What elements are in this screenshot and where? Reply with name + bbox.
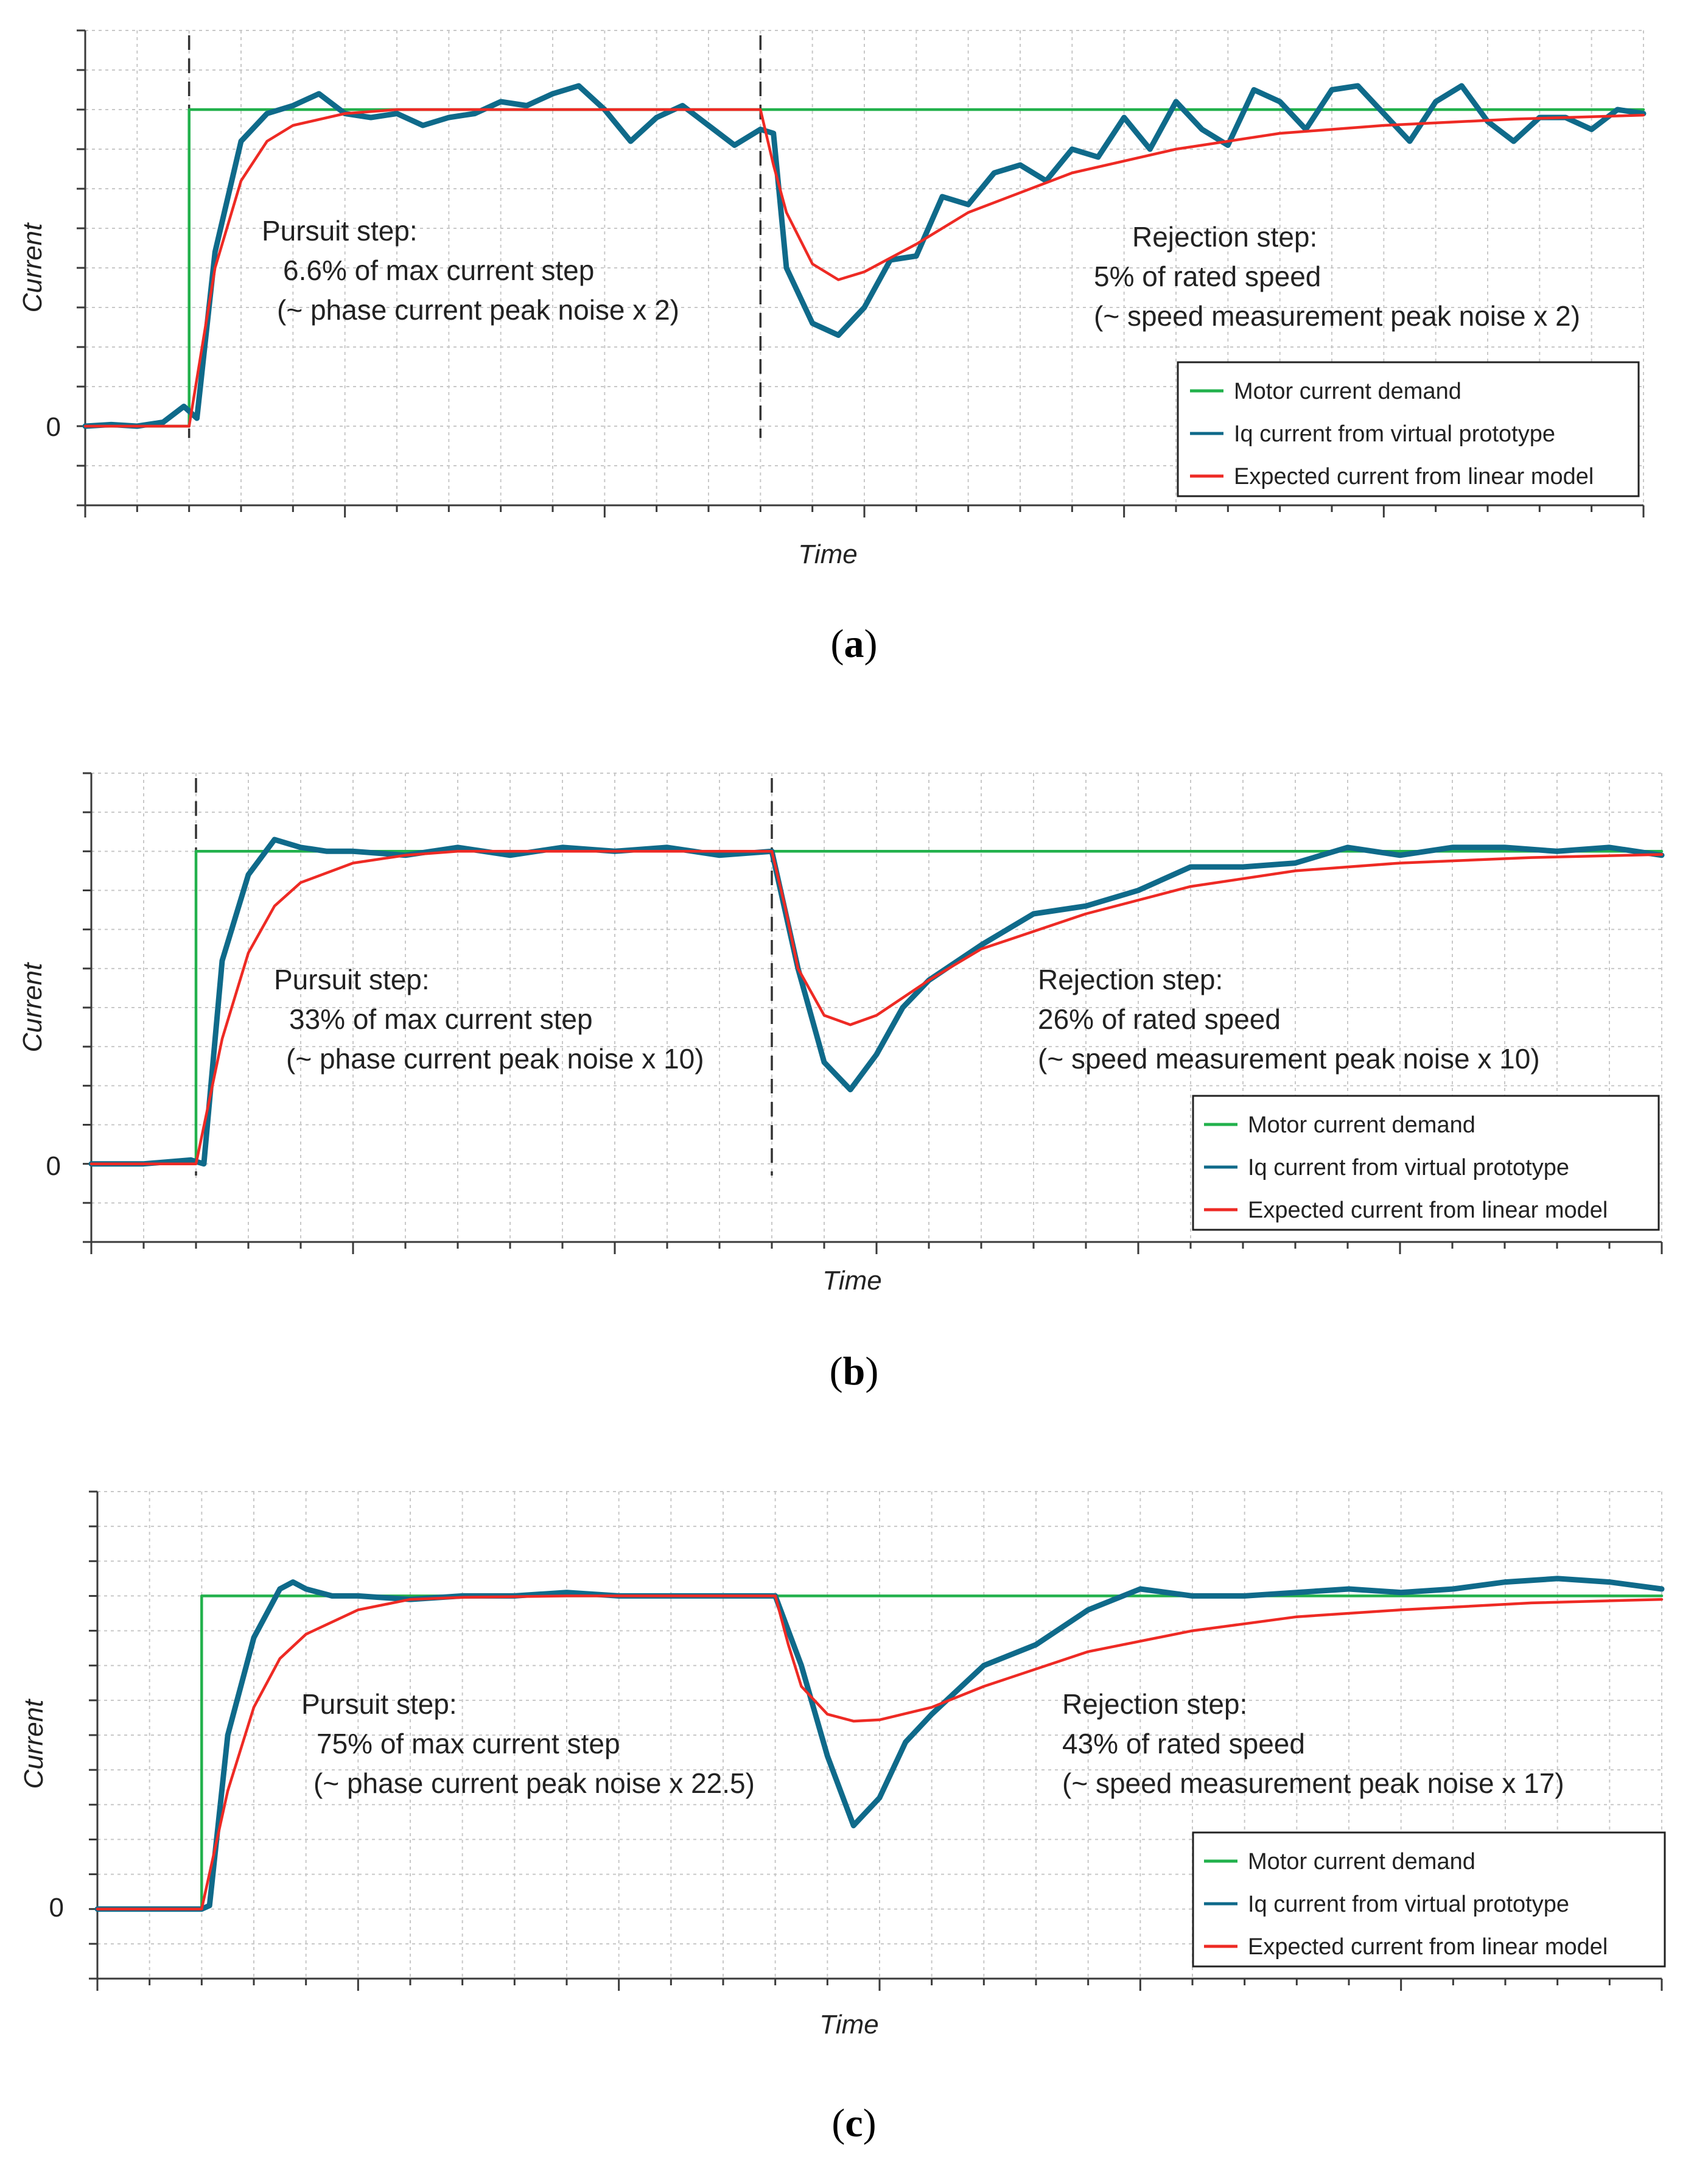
pursuit-title: Pursuit step:: [262, 215, 418, 247]
rejection-title: Rejection step:: [1038, 964, 1223, 995]
pursuit-title: Pursuit step:: [301, 1688, 457, 1720]
series-expected-current: [96, 1594, 1664, 1910]
plot-area: [82, 35, 1647, 438]
rejection-line-1: 43% of rated speed: [1062, 1728, 1305, 1759]
y-tick-label-zero: 0: [49, 1893, 64, 1923]
panel-b: 0 Current Time Pursuit step: 33% of max …: [0, 755, 1708, 1473]
legend-label-model: Expected current from linear model: [1234, 464, 1594, 489]
x-axis-label: Time: [798, 539, 857, 569]
series-iq-current: [88, 836, 1665, 1167]
legend-box: [1192, 1831, 1666, 1968]
pursuit-line-2: (~ phase current peak noise x 10): [286, 1043, 704, 1075]
legend-label-demand: Motor current demand: [1248, 1112, 1475, 1138]
series-iq-current: [94, 1576, 1665, 1912]
y-tick-label-zero: 0: [46, 412, 61, 442]
pursuit-line-1: 6.6% of max current step: [283, 254, 594, 286]
legend-label-iq: Iq current from virtual prototype: [1234, 421, 1555, 447]
series-expected-current: [89, 850, 1664, 1165]
chart-c: 0 Current Time Pursuit step: 75% of max …: [19, 1490, 1666, 2039]
chart-a: 0 Current Time Pursuit step: 6.6% of max…: [18, 29, 1647, 569]
rejection-title: Rejection step:: [1062, 1688, 1247, 1720]
rejection-title: Rejection step:: [1132, 221, 1317, 253]
legend: Motor current demand Iq current from vir…: [1192, 1831, 1666, 1968]
plot-area: [88, 778, 1665, 1176]
panel-a: 0 Current Time Pursuit step: 6.6% of max…: [0, 0, 1708, 718]
grid: [89, 1490, 1663, 1991]
legend-label-iq: Iq current from virtual prototype: [1248, 1155, 1569, 1180]
caption-a: (a): [830, 622, 878, 666]
pursuit-line-1: 33% of max current step: [289, 1003, 593, 1035]
legend-label-model: Expected current from linear model: [1248, 1198, 1608, 1223]
y-axis-label: Current: [18, 222, 47, 312]
series-iq-current: [82, 83, 1647, 429]
caption-c: (c): [831, 2101, 877, 2145]
x-axis-label: Time: [819, 2010, 878, 2039]
chart-b: 0 Current Time Pursuit step: 33% of max …: [18, 772, 1665, 1296]
rejection-line-2: (~ speed measurement peak noise x 2): [1094, 300, 1580, 332]
legend-box: [1177, 361, 1640, 497]
rejection-line-2: (~ speed measurement peak noise x 10): [1038, 1043, 1540, 1075]
x-axis-label: Time: [822, 1266, 881, 1296]
legend: Motor current demand Iq current from vir…: [1177, 361, 1640, 497]
pursuit-line-1: 75% of max current step: [317, 1728, 620, 1759]
legend-label-model: Expected current from linear model: [1248, 1934, 1608, 1960]
y-axis-label: Current: [18, 962, 47, 1052]
grid: [77, 29, 1645, 517]
rejection-line-1: 26% of rated speed: [1038, 1003, 1281, 1035]
legend-label-demand: Motor current demand: [1234, 379, 1461, 404]
y-tick-label-zero: 0: [46, 1151, 61, 1181]
legend-label-iq: Iq current from virtual prototype: [1248, 1892, 1569, 1917]
rejection-line-2: (~ speed measurement peak noise x 17): [1062, 1767, 1564, 1799]
series-expected-current: [83, 108, 1645, 428]
legend-label-demand: Motor current demand: [1248, 1849, 1475, 1875]
pursuit-line-2: (~ phase current peak noise x 2): [277, 294, 679, 326]
legend-box: [1192, 1095, 1660, 1231]
pursuit-title: Pursuit step:: [274, 964, 430, 995]
plot-area: [94, 1576, 1665, 1912]
y-axis-label: Current: [19, 1699, 49, 1789]
pursuit-line-2: (~ phase current peak noise x 22.5): [313, 1767, 755, 1799]
legend: Motor current demand Iq current from vir…: [1192, 1095, 1660, 1231]
rejection-line-1: 5% of rated speed: [1094, 261, 1321, 292]
caption-b: (b): [829, 1349, 879, 1394]
panel-c: 0 Current Time Pursuit step: 75% of max …: [0, 1485, 1708, 2171]
